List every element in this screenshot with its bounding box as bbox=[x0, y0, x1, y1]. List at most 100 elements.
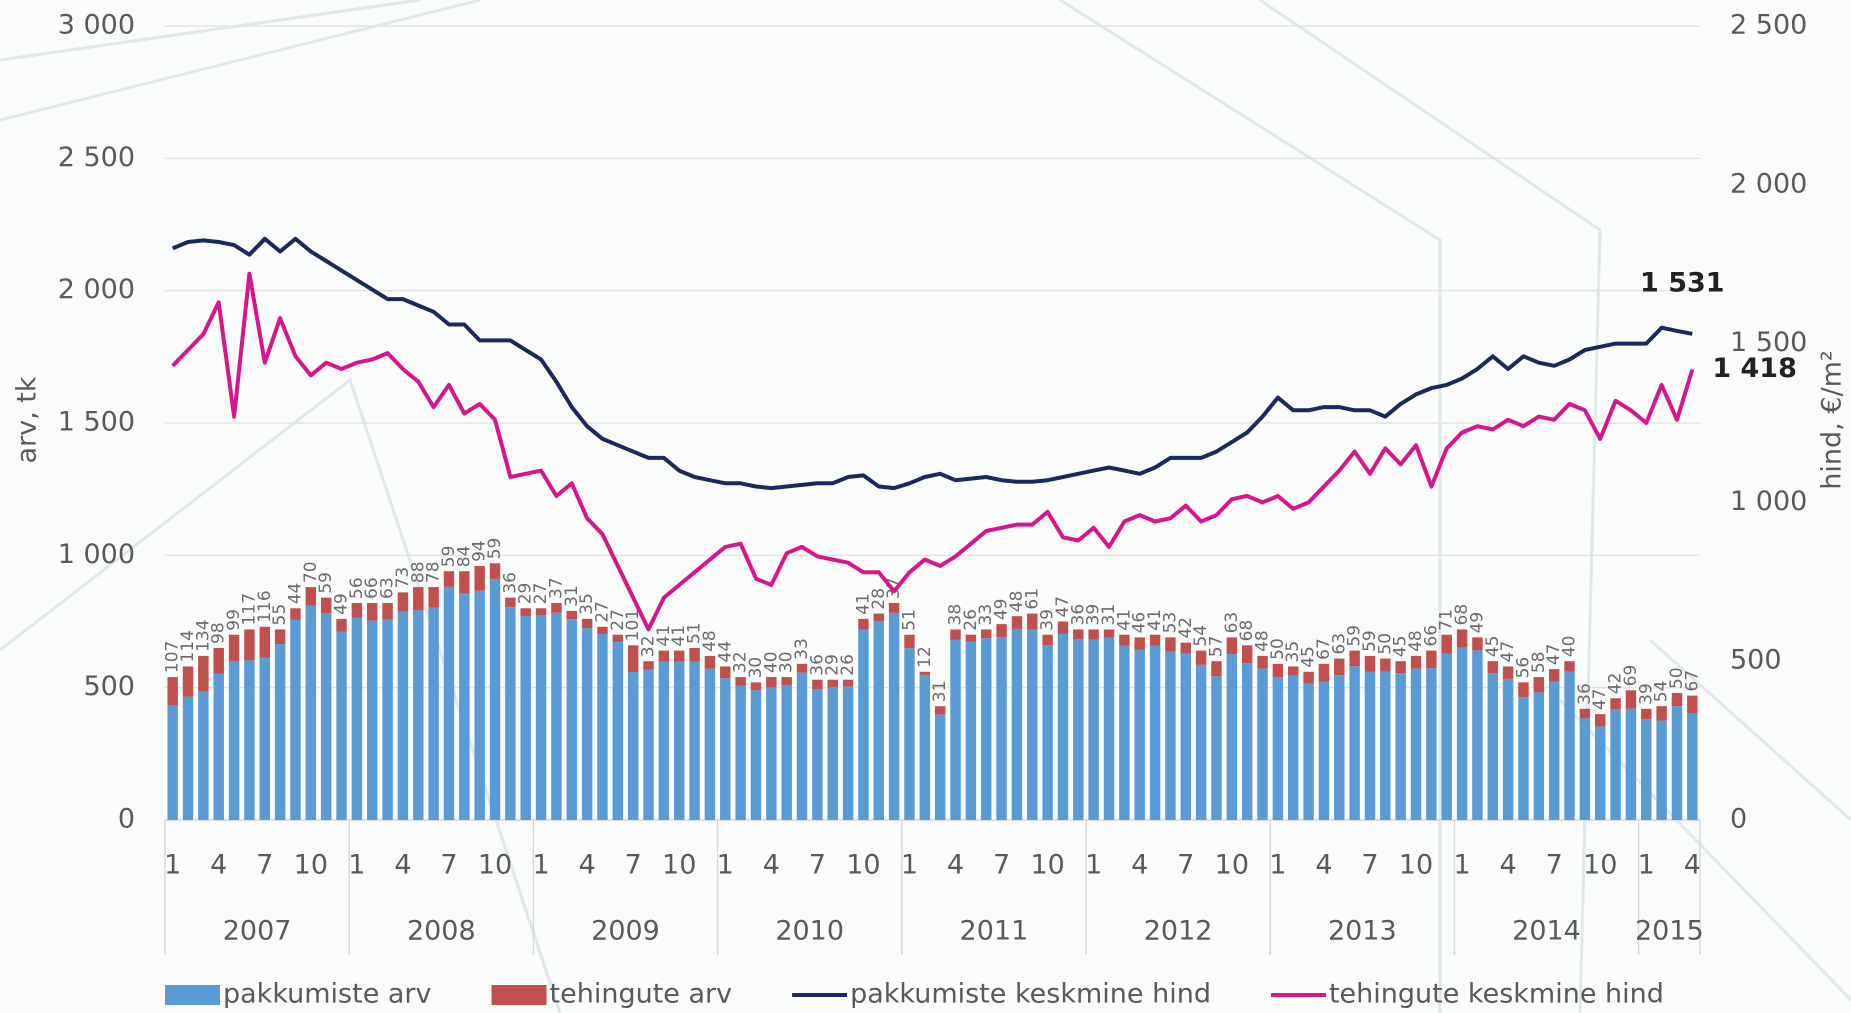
bar bbox=[1119, 645, 1130, 820]
bar bbox=[259, 626, 270, 658]
x-tick-label: 4 bbox=[579, 850, 596, 881]
bar bbox=[643, 661, 654, 670]
bar bbox=[1533, 677, 1545, 693]
bar bbox=[1656, 706, 1667, 721]
bar bbox=[812, 689, 823, 820]
bar-value-label: 41 bbox=[853, 593, 873, 615]
x-tick-label: 10 bbox=[846, 850, 880, 881]
bar bbox=[1426, 650, 1437, 669]
bar bbox=[597, 633, 608, 820]
bar bbox=[873, 620, 884, 820]
bar bbox=[305, 587, 317, 606]
bar-value-label: 66 bbox=[1421, 625, 1441, 647]
year-label: 2009 bbox=[591, 916, 660, 947]
bar-value-label: 48 bbox=[1007, 591, 1027, 613]
bar bbox=[1073, 638, 1084, 820]
bar bbox=[320, 597, 332, 614]
bar bbox=[198, 691, 209, 820]
bar bbox=[1011, 628, 1023, 820]
bar-value-label: 27 bbox=[608, 609, 628, 631]
bar bbox=[1149, 645, 1161, 820]
bar bbox=[1456, 629, 1468, 648]
bar bbox=[1349, 650, 1360, 667]
bar bbox=[581, 628, 593, 820]
bar-value-label: 117 bbox=[239, 593, 259, 625]
bar-value-label: 50 bbox=[1667, 667, 1687, 689]
bar-value-label: 59 bbox=[485, 538, 505, 560]
y2-tick-label: 1 000 bbox=[1730, 486, 1807, 517]
bar bbox=[1134, 649, 1145, 820]
bar bbox=[1272, 677, 1284, 820]
bar bbox=[1487, 661, 1498, 674]
bar bbox=[1165, 637, 1176, 652]
bar-value-label: 36 bbox=[1068, 604, 1088, 626]
bar bbox=[996, 637, 1007, 820]
bar-value-label: 67 bbox=[1314, 638, 1334, 660]
bar bbox=[167, 677, 178, 706]
bar-value-label: 31 bbox=[930, 681, 950, 703]
bar bbox=[443, 571, 455, 587]
bar bbox=[244, 629, 255, 661]
x-tick-label: 7 bbox=[440, 850, 457, 881]
year-label: 2013 bbox=[1328, 916, 1397, 947]
bar-value-label: 49 bbox=[1467, 612, 1487, 634]
year-label: 2008 bbox=[407, 916, 476, 947]
bar-value-label: 44 bbox=[285, 583, 305, 605]
bar bbox=[1195, 664, 1207, 820]
bar-value-label: 70 bbox=[301, 561, 321, 583]
bar-value-label: 114 bbox=[178, 630, 198, 662]
bar bbox=[1502, 666, 1514, 679]
x-tick-label: 4 bbox=[947, 850, 964, 881]
bar-value-label: 78 bbox=[424, 561, 444, 583]
x-tick-label: 4 bbox=[394, 850, 411, 881]
x-tick-label: 4 bbox=[1684, 850, 1701, 881]
bar-value-label: 29 bbox=[516, 583, 536, 605]
bar-value-label: 49 bbox=[992, 599, 1012, 621]
x-tick-label: 1 bbox=[1269, 850, 1286, 881]
bar-value-label: 35 bbox=[1283, 641, 1303, 663]
x-tick-label: 4 bbox=[1315, 850, 1332, 881]
bar bbox=[1057, 621, 1069, 634]
bar bbox=[750, 682, 762, 691]
bar bbox=[1088, 639, 1099, 820]
bar bbox=[336, 618, 347, 632]
bar bbox=[551, 602, 562, 613]
bar-value-label: 73 bbox=[393, 567, 413, 589]
bar bbox=[290, 608, 301, 620]
bar bbox=[965, 641, 977, 820]
y2-axis-label: hind, €/m² bbox=[1817, 350, 1848, 489]
bar bbox=[873, 613, 884, 621]
bar-value-label: 48 bbox=[1406, 630, 1426, 652]
bar bbox=[182, 696, 194, 820]
bar-value-label: 42 bbox=[1606, 673, 1626, 695]
y2-tick-label: 500 bbox=[1730, 645, 1782, 676]
bar-value-label: 94 bbox=[470, 540, 490, 562]
x-tick-label: 10 bbox=[662, 850, 696, 881]
bar bbox=[566, 619, 577, 820]
bar-value-label: 39 bbox=[1038, 609, 1058, 631]
legend-label: pakkumiste arv bbox=[223, 979, 432, 1010]
bar bbox=[766, 677, 777, 688]
bar-value-label: 48 bbox=[1253, 630, 1273, 652]
bar bbox=[1487, 673, 1498, 820]
bar bbox=[382, 602, 393, 620]
bar bbox=[351, 617, 363, 820]
bar bbox=[1149, 634, 1161, 646]
bar bbox=[842, 686, 854, 820]
y-tick-label: 2 000 bbox=[58, 274, 135, 305]
bar bbox=[919, 674, 931, 820]
bar bbox=[1548, 669, 1560, 682]
bar bbox=[382, 619, 393, 820]
bar bbox=[182, 666, 194, 697]
bar-value-label: 54 bbox=[1652, 681, 1672, 703]
bar-value-label: 40 bbox=[761, 651, 781, 673]
bar bbox=[1564, 671, 1575, 820]
bar bbox=[950, 629, 961, 640]
x-tick-label: 10 bbox=[1030, 850, 1064, 881]
bar-value-label: 32 bbox=[731, 651, 751, 673]
bar bbox=[1426, 668, 1437, 820]
bar bbox=[290, 619, 301, 820]
x-tick-label: 10 bbox=[1583, 850, 1617, 881]
